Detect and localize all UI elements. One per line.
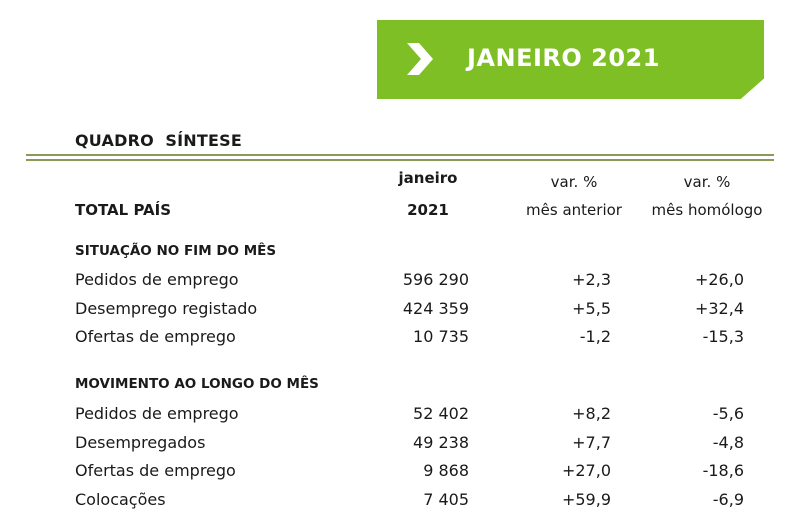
row-var-year: -18,6	[702, 461, 744, 480]
row-label: Desemprego registado	[75, 299, 258, 318]
row-label: Pedidos de emprego	[75, 270, 239, 289]
section-title-situacao: SITUAÇÃO NO FIM DO MÊS	[75, 243, 277, 259]
row-var-month: +8,2	[572, 404, 611, 423]
double-rule-top	[26, 154, 774, 156]
row-value: 596 290	[402, 270, 469, 289]
table-row: Ofertas de emprego 10 735 -1,2 -15,3	[0, 327, 806, 351]
row-label: Pedidos de emprego	[75, 404, 239, 423]
row-var-month: +59,9	[561, 490, 611, 509]
col-header-year: 2021	[407, 201, 449, 219]
row-var-year: +26,0	[694, 270, 744, 289]
table-row: Ofertas de emprego 9 868 +27,0 -18,6	[0, 461, 806, 485]
total-pais-label: TOTAL PAÍS	[75, 201, 172, 219]
row-var-month: +27,0	[561, 461, 611, 480]
row-var-month: -1,2	[579, 327, 611, 346]
table-row: Pedidos de emprego 596 290 +2,3 +26,0	[0, 270, 806, 294]
table-row: Desempregados 49 238 +7,7 -4,8	[0, 433, 806, 457]
header-banner: JANEIRO 2021	[377, 20, 764, 99]
row-value: 52 402	[413, 404, 469, 423]
row-label: Ofertas de emprego	[75, 327, 236, 346]
row-var-year: -6,9	[712, 490, 744, 509]
row-value: 10 735	[413, 327, 469, 346]
row-value: 49 238	[413, 433, 469, 452]
chevron-right-icon	[407, 43, 433, 75]
row-var-year: -15,3	[702, 327, 744, 346]
col-header-month: janeiro	[398, 169, 458, 187]
row-var-year: -5,6	[712, 404, 744, 423]
row-label: Ofertas de emprego	[75, 461, 236, 480]
col-header-var-prev: var. %	[550, 173, 598, 191]
banner-title: JANEIRO 2021	[467, 44, 660, 72]
row-label: Colocações	[75, 490, 166, 509]
row-var-month: +7,7	[572, 433, 611, 452]
row-var-year: -4,8	[712, 433, 744, 452]
row-value: 424 359	[402, 299, 469, 318]
row-value: 7 405	[423, 490, 469, 509]
row-var-year: +32,4	[694, 299, 744, 318]
table-row: Desemprego registado 424 359 +5,5 +32,4	[0, 299, 806, 323]
table-title: QUADRO SÍNTESE	[75, 131, 242, 150]
col-header-var-homolog: var. %	[683, 173, 731, 191]
table-row: Colocações 7 405 +59,9 -6,9	[0, 490, 806, 514]
col-header-var-homolog-sub: mês homólogo	[651, 201, 763, 219]
double-rule-bottom	[26, 159, 774, 161]
row-var-month: +2,3	[572, 270, 611, 289]
row-label: Desempregados	[75, 433, 206, 452]
section-title-movimento: MOVIMENTO AO LONGO DO MÊS	[75, 376, 319, 392]
row-var-month: +5,5	[572, 299, 611, 318]
row-value: 9 868	[423, 461, 469, 480]
col-header-var-prev-sub: mês anterior	[526, 201, 622, 219]
table-row: Pedidos de emprego 52 402 +8,2 -5,6	[0, 404, 806, 428]
